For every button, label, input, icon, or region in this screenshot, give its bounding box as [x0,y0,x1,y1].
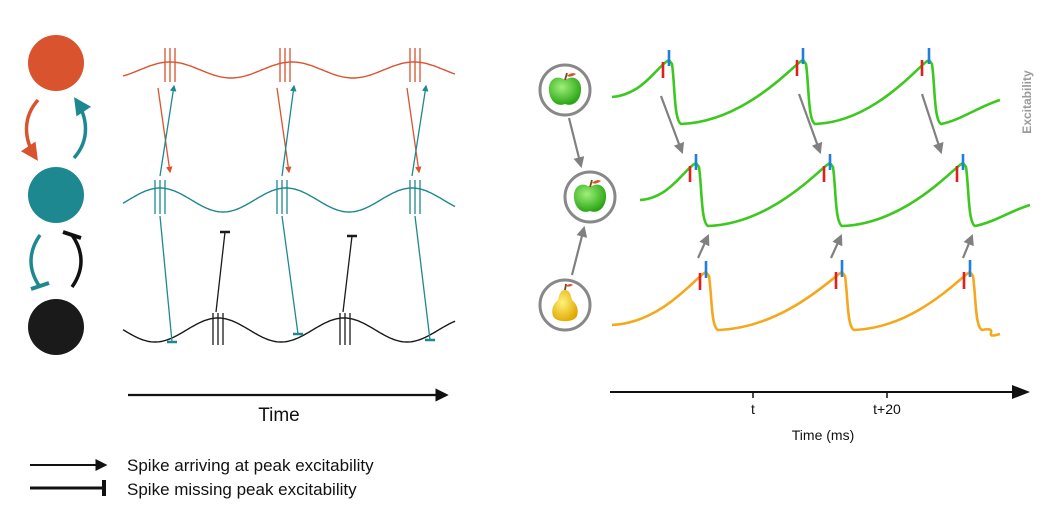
spike-burst [409,180,421,214]
propagation-arrows [659,93,974,259]
teal-spike-bursts [154,180,421,214]
tick-t20-label: t+20 [873,401,901,417]
time-label: Time [258,405,300,426]
time-ms-axis-arrowhead [1012,385,1030,399]
spike-burst [154,180,166,214]
red-population-node [28,35,84,91]
red-spike-bursts [164,48,421,82]
top-to-middle-arrow [920,93,944,155]
middle-green-excitability-trace [639,161,1031,228]
spike-burst [276,180,288,214]
bottom-orange-excitability-trace [611,270,1001,337]
icon-arrow-down [567,117,585,169]
teal-to-black-inhibition [29,233,42,289]
red-to-teal-arrow [20,98,40,161]
right-panel: Excitability t t+20 Time (ms) [538,48,1034,443]
tick-t-label: t [751,401,755,417]
black-population-node [28,299,84,355]
teal-inhibition-bar [30,281,50,291]
teal-to-black-projections [159,215,435,344]
legend-arrow-label: Spike arriving at peak excitability [127,456,374,475]
spike-burst [409,48,421,82]
bottom-pear-icon [538,278,592,332]
spike-burst [164,48,176,82]
left-panel: Time Spike arriving at peak excitability… [20,35,456,499]
red-to-teal-projections [157,87,422,174]
top-to-middle-arrow [797,93,823,155]
top-apple-icon [538,63,592,117]
black-to-teal-inhibition [70,233,83,289]
teal-population-node [28,167,84,223]
teal-oscillation-trace [122,187,456,213]
black-to-teal-projections [215,230,357,313]
red-oscillation-trace [122,61,456,79]
top-to-middle-arrow [659,95,685,155]
black-spike-bursts [212,313,351,345]
teal-to-red-projections [159,84,429,177]
spike-burst [339,313,351,345]
middle-apple-icon [563,170,617,224]
black-inhibition-bar [62,230,82,240]
spike-markers [661,48,972,290]
spike-burst [212,313,224,345]
time-ms-axis-title: Time (ms) [792,427,854,443]
legend: Spike arriving at peak excitability Spik… [30,456,374,499]
bottom-to-middle-arrow [961,233,974,259]
black-oscillation-trace [122,317,456,343]
spike-burst [279,48,291,82]
top-green-excitability-trace [611,58,1001,126]
bottom-to-middle-arrow [696,233,710,259]
teal-to-red-arrow [72,97,92,160]
excitability-label: Excitability [1020,70,1034,134]
legend-bar-label: Spike missing peak excitability [127,480,357,499]
icon-arrow-up [570,225,588,276]
bottom-to-middle-arrow [829,233,843,259]
